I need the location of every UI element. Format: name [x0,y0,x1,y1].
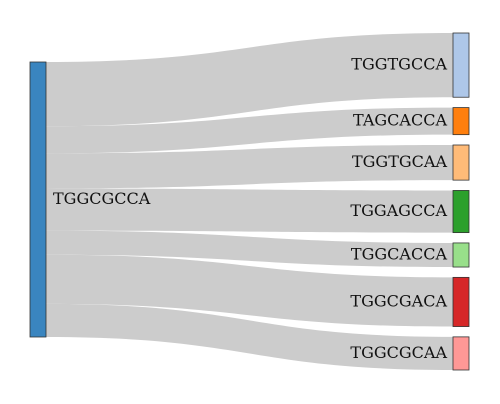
source-node [29,61,47,338]
target-node-tggtgcaa [452,144,470,181]
link-tggagcca [46,188,453,233]
link-tggtgcca [46,33,453,127]
source-node-label: TGGCGCCA [53,189,151,208]
link-tagcacca [46,107,453,154]
target-node-label: TGGTGCCA [351,55,447,74]
target-node-tagcacca [452,107,470,136]
target-node-tggcgcaa [452,336,470,371]
sankey-nodes [29,32,470,371]
link-tggcgcaa [46,303,453,370]
sankey-links [46,33,453,370]
target-node-label: TAGCACCA [353,111,447,130]
link-tggcgaca [46,254,453,327]
link-tggcacca [46,230,453,268]
sankey-labels: TGGCGCCA TGGTGCCA TAGCACCA TGGTGCAA TGGAGCC… [53,55,447,362]
target-node-tggcgaca [452,276,470,327]
target-node-label: TGGCACCA [351,244,448,263]
target-node-label: TGGCGCAA [350,343,447,362]
target-node-tggagcca [452,190,470,234]
target-node-label: TGGTGCAA [352,152,447,171]
target-node-label: TGGCGACA [350,291,447,310]
target-node-tggcacca [452,242,470,268]
target-node-tggtgcca [452,32,470,98]
target-node-label: TGGAGCCA [350,201,447,220]
link-tggtgcaa [46,144,453,189]
